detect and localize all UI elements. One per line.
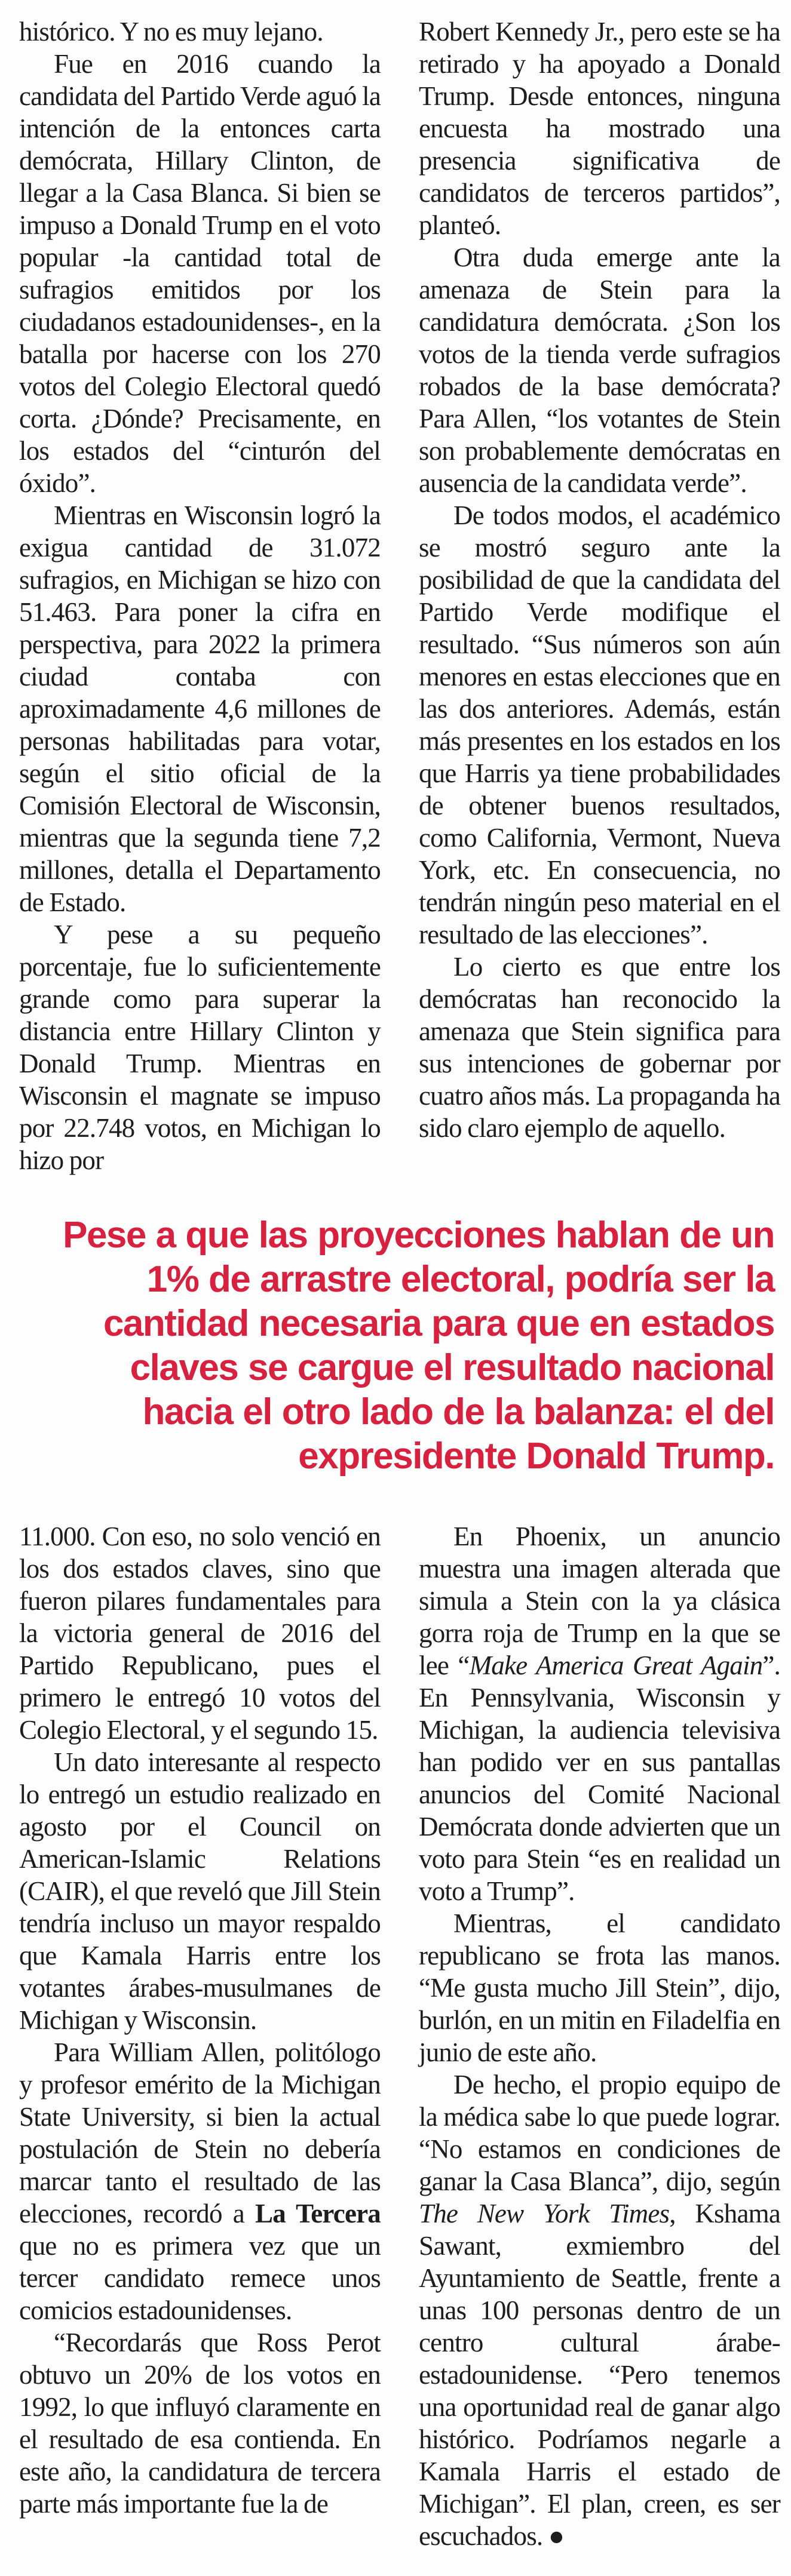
top-column-right: Robert Kennedy Jr., pero este se ha reti… — [419, 16, 781, 1176]
paragraph: histórico. Y no es muy lejano. — [19, 16, 381, 48]
text-run: En Phoenix, un anuncio muestra una image… — [419, 1521, 781, 1680]
text-run: que no es primera vez que un tercer cand… — [19, 2231, 381, 2325]
paragraph: De todos modos, el académico se mostró s… — [419, 499, 781, 951]
bottom-columns-section: 11.000. Con eso, no solo venció en los d… — [19, 1520, 781, 2552]
text-run: De hecho, el propio equipo de la médica … — [419, 2070, 781, 2196]
paragraph: Mientras, el candidato republicano se fr… — [419, 1907, 781, 2068]
paragraph: Lo cierto es que entre los demócratas ha… — [419, 951, 781, 1144]
text-run: Un dato interesante al respecto lo entre… — [19, 1747, 381, 2035]
text-run: histórico. Y no es muy lejano. — [19, 17, 324, 47]
text-run: Para William Allen, politólogo y profeso… — [19, 2037, 381, 2228]
text-run: De todos modos, el académico se mostró s… — [419, 500, 781, 949]
text-run: ”. En Pennsylvania, Wisconsin y Michigan… — [419, 1650, 781, 1906]
paragraph: Otra duda emerge ante la amenaza de Stei… — [419, 241, 781, 499]
top-column-left: histórico. Y no es muy lejano. Fue en 201… — [19, 16, 381, 1176]
text-run: The New York Times — [419, 2199, 670, 2228]
paragraph: Fue en 2016 cuando la candidata del Part… — [19, 48, 381, 499]
paragraph: Y pese a su pequeño porcentaje, fue lo s… — [19, 918, 381, 1176]
text-run: Otra duda emerge ante la amenaza de Stei… — [419, 242, 781, 498]
pull-quote: Pese a que las proyecciones hablan de un… — [63, 1215, 775, 1477]
text-run: Mientras en Wisconsin logró la exigua ca… — [19, 500, 381, 917]
paragraph: De hecho, el propio equipo de la médica … — [419, 2068, 781, 2552]
text-run: 11.000. Con eso, no solo venció en los d… — [19, 1521, 381, 1745]
bottom-column-right: En Phoenix, un anuncio muestra una image… — [419, 1520, 781, 2552]
paragraph: Robert Kennedy Jr., pero este se ha reti… — [419, 16, 781, 241]
text-run: Mientras, el candidato republicano se fr… — [419, 1908, 781, 2067]
top-columns-section: histórico. Y no es muy lejano. Fue en 201… — [19, 16, 781, 1176]
text-run: Make America Great Again — [469, 1650, 764, 1680]
text-run: Lo cierto es que entre los demócratas ha… — [419, 952, 781, 1143]
text-run: Y pese a su pequeño porcentaje, fue lo s… — [19, 920, 381, 1175]
paragraph: En Phoenix, un anuncio muestra una image… — [419, 1520, 781, 1907]
paragraph: Un dato interesante al respecto lo entre… — [19, 1746, 381, 2036]
bottom-column-left: 11.000. Con eso, no solo venció en los d… — [19, 1520, 381, 2552]
paragraph: Mientras en Wisconsin logró la exigua ca… — [19, 499, 381, 918]
paragraph: “Recordarás que Ross Perot obtuvo un 20%… — [19, 2326, 381, 2520]
text-run: “Recordarás que Ross Perot obtuvo un 20%… — [19, 2328, 381, 2519]
text-run: , Kshama Sawant, exmiembro del Ayuntamie… — [419, 2199, 781, 2551]
text-run: Fue en 2016 cuando la candidata del Part… — [19, 49, 381, 498]
text-run: Robert Kennedy Jr., pero este se ha reti… — [419, 17, 781, 240]
text-run: La Tercera — [255, 2199, 381, 2228]
paragraph: 11.000. Con eso, no solo venció en los d… — [19, 1520, 381, 1746]
paragraph: Para William Allen, politólogo y profeso… — [19, 2036, 381, 2326]
